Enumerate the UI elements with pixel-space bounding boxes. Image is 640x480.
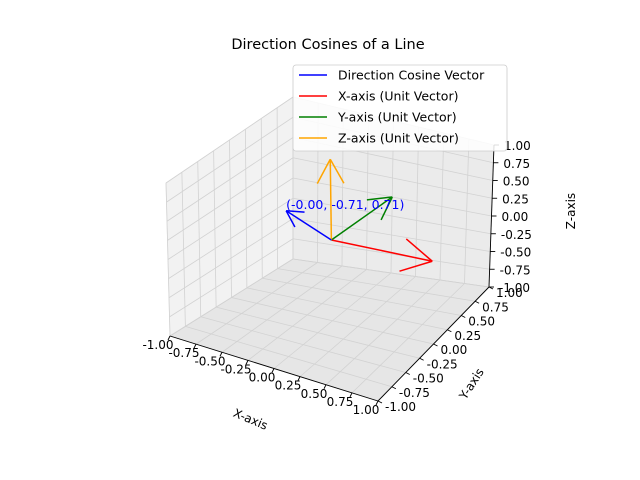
x-tick-label: 0.25 bbox=[275, 379, 302, 393]
y-tick bbox=[405, 372, 410, 375]
z-tick-label: 0.25 bbox=[502, 192, 529, 206]
y-tick-label: 0.50 bbox=[468, 315, 495, 329]
z-tick-label: 0.50 bbox=[503, 175, 530, 189]
x-tick-label: 0.50 bbox=[301, 387, 328, 401]
vector-z-axis-unit-vector bbox=[316, 158, 345, 241]
x-tick-label: -0.75 bbox=[168, 346, 199, 360]
z-gridline bbox=[166, 116, 294, 203]
x-gridline bbox=[464, 138, 470, 284]
x-axis-label: X-axis bbox=[231, 406, 270, 433]
x-tick bbox=[219, 352, 223, 357]
y-tick-label: 0.25 bbox=[454, 329, 481, 343]
y-gridline bbox=[277, 268, 476, 302]
arrowhead bbox=[399, 260, 433, 272]
y-tick-label: 0.75 bbox=[482, 300, 509, 314]
x-tick bbox=[349, 392, 353, 398]
legend-frame bbox=[292, 64, 508, 152]
z-axis-label: Z-axis bbox=[564, 193, 578, 229]
arrowhead bbox=[366, 196, 393, 201]
y-tick-label: -0.25 bbox=[427, 357, 458, 371]
x-tick bbox=[297, 376, 301, 381]
vector-y-axis-unit-vector bbox=[330, 196, 393, 241]
x-gridline bbox=[299, 276, 416, 377]
y-gridline bbox=[246, 287, 448, 331]
y-gridline bbox=[262, 277, 462, 316]
z-gridline bbox=[167, 157, 294, 241]
vector-shaft bbox=[285, 210, 332, 241]
vector-shaft bbox=[330, 196, 393, 241]
grid-lines bbox=[165, 96, 495, 402]
y-tick-label: -1.00 bbox=[385, 400, 416, 414]
x-tick-label: -0.25 bbox=[220, 362, 251, 376]
x-tick bbox=[193, 343, 197, 349]
x-tick-label: -0.50 bbox=[194, 354, 225, 368]
y-tick bbox=[433, 343, 438, 347]
z-tick-label: 0.00 bbox=[502, 210, 529, 224]
z-tick-label: 0.75 bbox=[503, 157, 530, 171]
arrowhead bbox=[316, 158, 331, 185]
y-tick-label: 0.00 bbox=[441, 343, 468, 357]
z-tick-label: -0.50 bbox=[500, 246, 531, 260]
x-tick bbox=[323, 384, 327, 389]
arrowhead bbox=[285, 210, 296, 228]
z-tick-label: 1.00 bbox=[504, 139, 531, 153]
z-gridline bbox=[165, 96, 294, 184]
y-tick bbox=[488, 286, 494, 290]
x-tick bbox=[271, 368, 275, 373]
legend-label: Y-axis (Unit Vector) bbox=[337, 110, 457, 125]
x-tick-label: -1.00 bbox=[142, 338, 173, 352]
x-gridline bbox=[325, 279, 441, 386]
tick-labels: -1.00-1.00-1.00-0.75-0.75-0.75-0.50-0.50… bbox=[142, 139, 531, 417]
x-tick bbox=[375, 400, 379, 406]
y-tick-label: 1.00 bbox=[496, 286, 523, 300]
legend: Direction Cosine Vector X-axis (Unit Vect… bbox=[292, 64, 508, 152]
y-tick bbox=[447, 329, 452, 333]
arrowhead bbox=[380, 196, 393, 221]
x-gridline bbox=[439, 132, 445, 281]
x-tick-label: 0.00 bbox=[249, 371, 276, 385]
z-gridline bbox=[167, 177, 294, 260]
y-gridline bbox=[292, 258, 490, 288]
x-tick bbox=[167, 335, 171, 341]
x-gridline bbox=[415, 126, 420, 277]
y-tick bbox=[419, 357, 424, 361]
y-gridline bbox=[244, 129, 248, 288]
y-tick bbox=[461, 315, 466, 318]
y-gridline bbox=[276, 107, 279, 269]
x-tick-label: 0.75 bbox=[327, 395, 354, 409]
legend-label: Direction Cosine Vector bbox=[338, 68, 485, 83]
y-gridline bbox=[231, 297, 434, 345]
vector-shaft bbox=[329, 159, 333, 241]
y-tick bbox=[391, 386, 397, 390]
y-tick bbox=[474, 300, 480, 304]
z-gridline bbox=[166, 137, 294, 222]
y-gridline bbox=[260, 118, 263, 279]
x-gridline bbox=[351, 283, 465, 394]
z-tick-label: -0.75 bbox=[500, 263, 531, 277]
x-tick-label: 1.00 bbox=[353, 403, 380, 417]
legend-label: Z-axis (Unit Vector) bbox=[338, 131, 459, 146]
vector-shaft bbox=[331, 239, 433, 262]
chart-title: Direction Cosines of a Line bbox=[231, 37, 424, 53]
vector-annotation: (-0.00, -0.71, 0.71) bbox=[286, 197, 404, 212]
z-gridline bbox=[292, 157, 493, 199]
arrowhead bbox=[405, 238, 433, 262]
y-tick-label: -0.75 bbox=[399, 386, 430, 400]
arrowhead bbox=[329, 158, 345, 184]
y-axis-label: Y-axis bbox=[456, 366, 487, 403]
legend-label: X-axis (Unit Vector) bbox=[338, 89, 458, 104]
y-tick-label: -0.50 bbox=[413, 372, 444, 386]
x-tick bbox=[245, 360, 249, 365]
vector-direction-cosine-vector bbox=[285, 210, 332, 241]
z-tick-label: -0.25 bbox=[501, 228, 532, 242]
y-tick bbox=[377, 400, 383, 404]
z-tick-label: -1.00 bbox=[499, 281, 530, 295]
vector-x-axis-unit-vector bbox=[331, 238, 433, 272]
arrowhead bbox=[286, 210, 305, 213]
vectors bbox=[285, 158, 433, 272]
